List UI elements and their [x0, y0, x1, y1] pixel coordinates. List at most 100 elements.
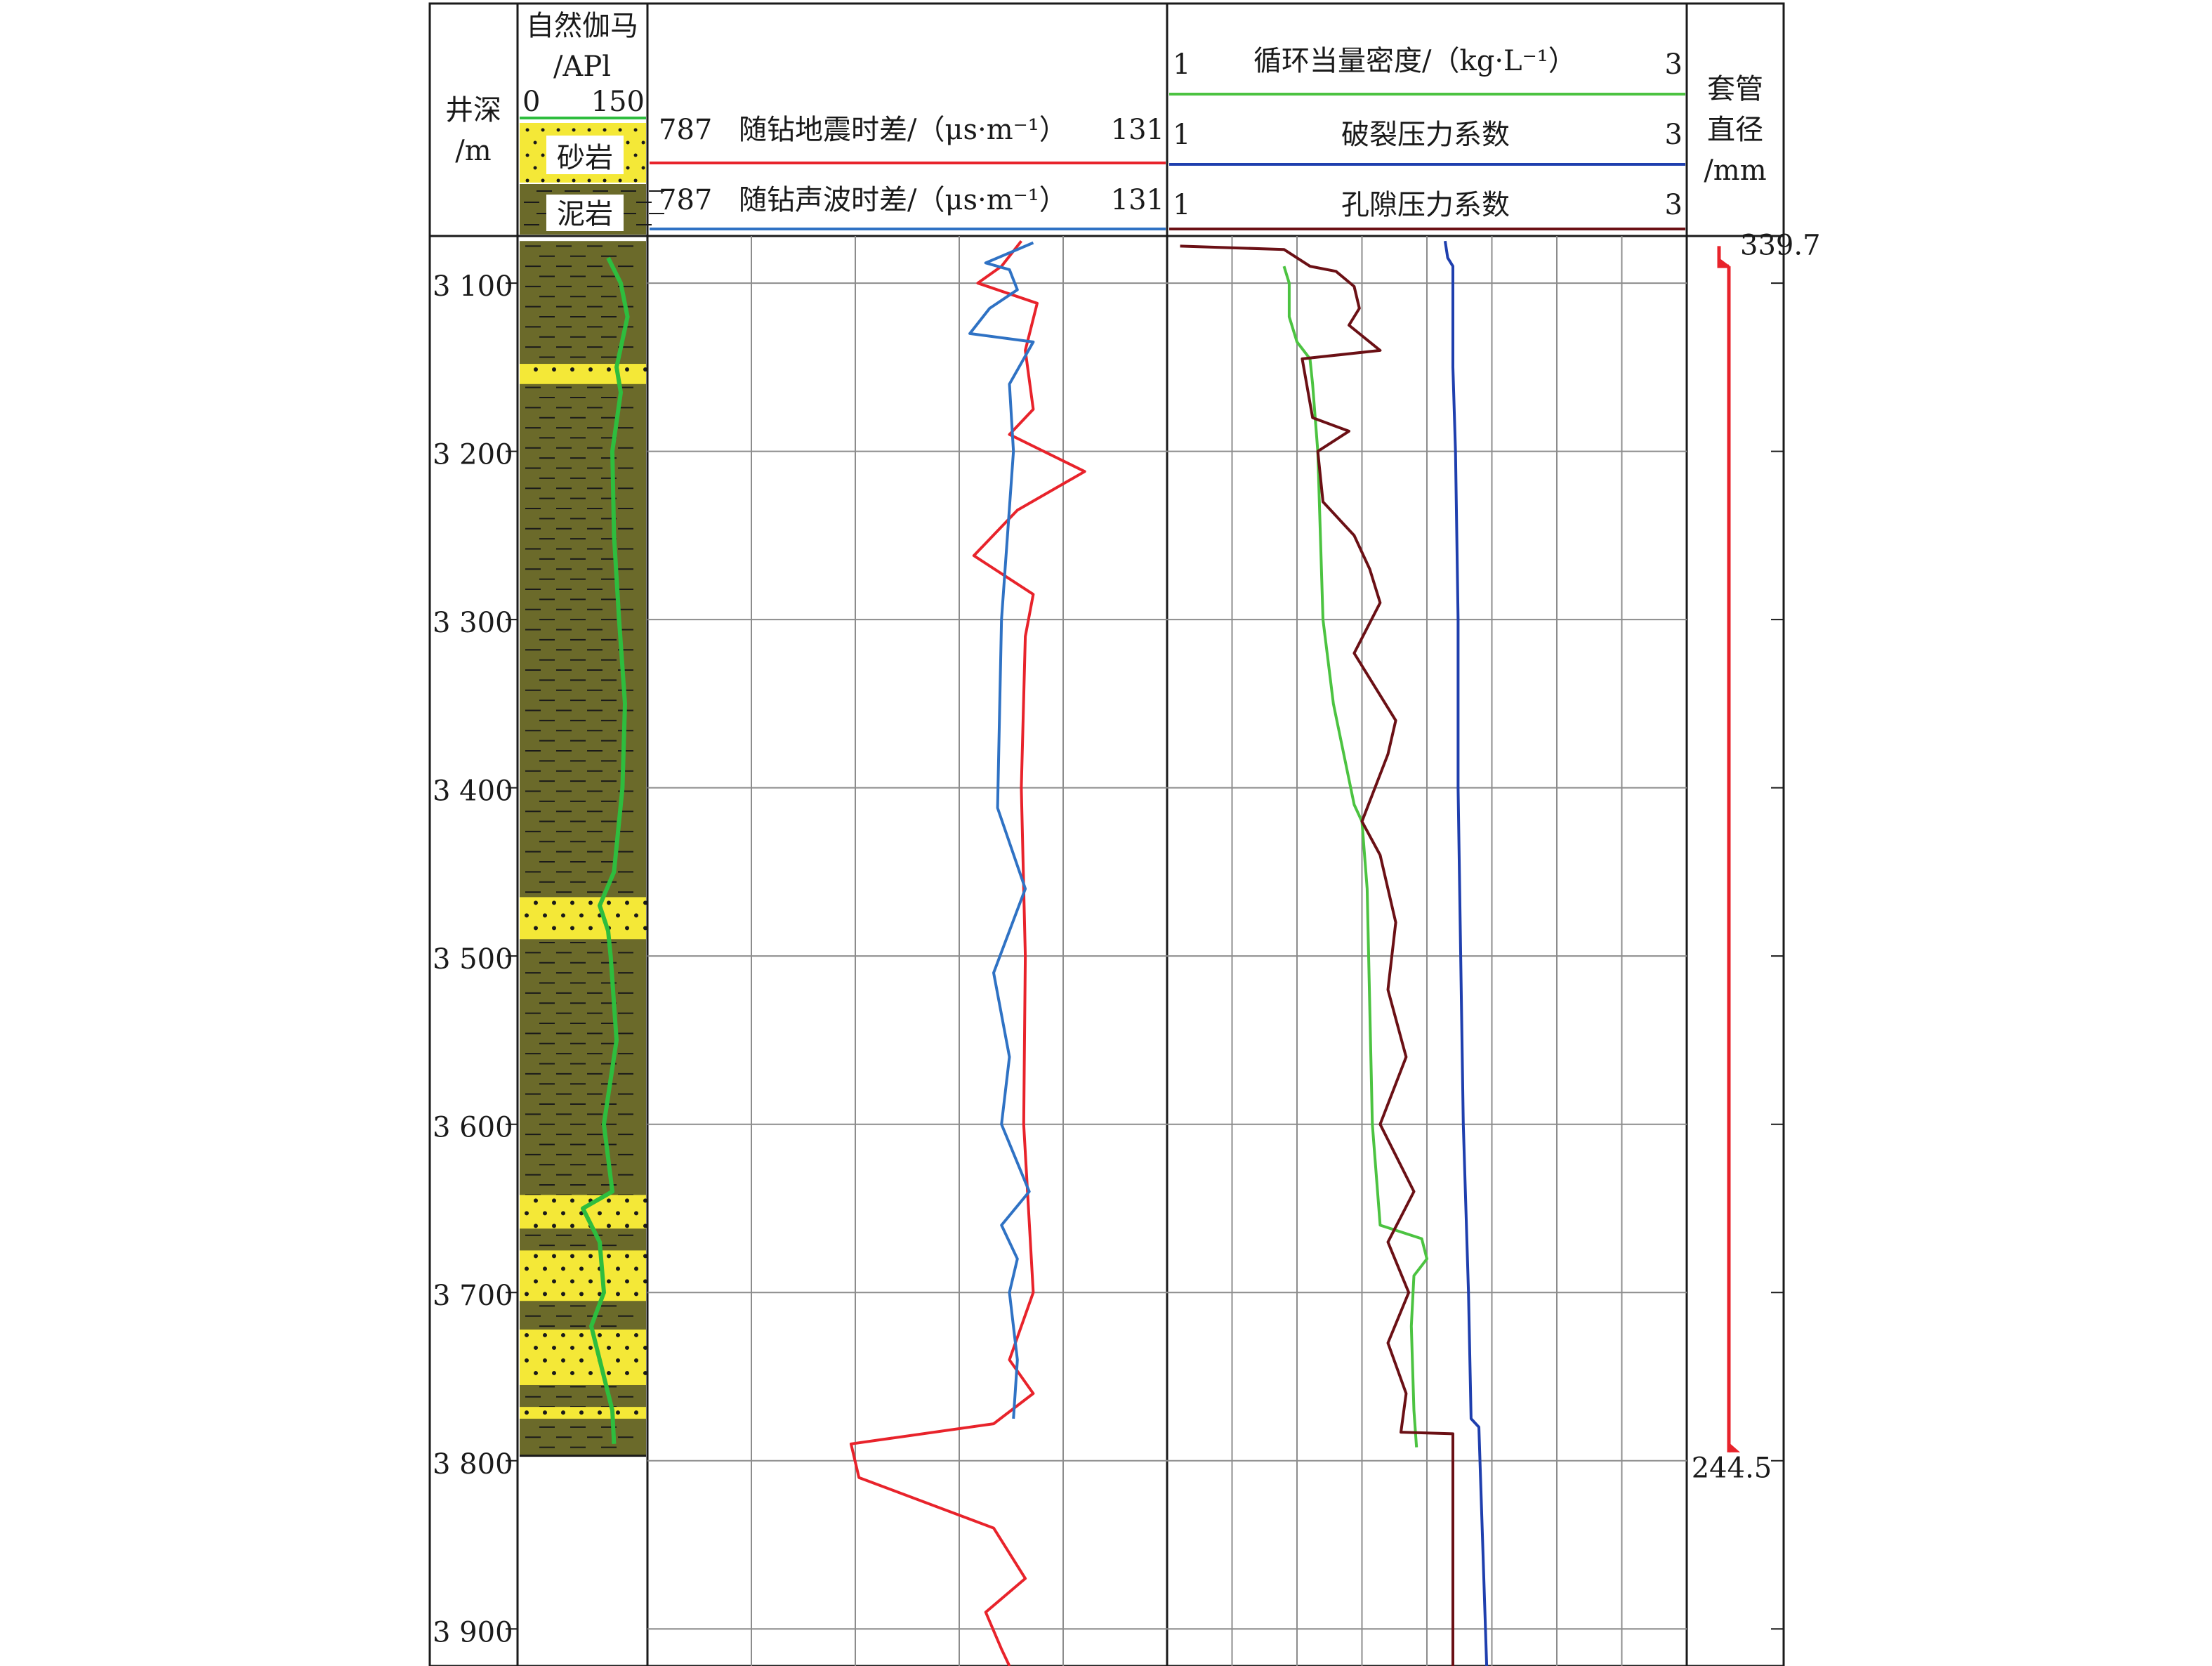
- sand-dot: [625, 926, 629, 931]
- sand-dot: [641, 140, 645, 145]
- sand-dot: [552, 900, 556, 905]
- sand-dot: [616, 1211, 620, 1216]
- sand-dot: [534, 1198, 538, 1203]
- sand-dot: [543, 1410, 547, 1415]
- sand-dot: [616, 1292, 620, 1297]
- sand-dot: [579, 913, 584, 918]
- casing-label-bottom: 244.5: [1692, 1452, 1772, 1485]
- sand-dot: [579, 1410, 584, 1415]
- sand-dot: [543, 1266, 547, 1271]
- sand-dot: [570, 900, 574, 905]
- sand-dot: [570, 1254, 574, 1259]
- frac-curve: [1443, 240, 1489, 1666]
- sand-dot: [552, 1279, 556, 1284]
- mud-legend-label: 泥岩: [557, 198, 613, 230]
- sand-dot: [607, 367, 611, 372]
- sand-dot: [643, 926, 647, 931]
- sand-dot: [543, 1211, 547, 1216]
- sand-dot: [625, 1254, 629, 1259]
- sand-legend-label-bg: [546, 136, 624, 174]
- casing-header-line3: /mm: [1704, 155, 1766, 187]
- sand-dot: [541, 153, 545, 157]
- sand-dot: [634, 1358, 638, 1363]
- ecd-label: 循环当量密度/（kg·L⁻¹）: [1253, 45, 1576, 77]
- seismic-label: 随钻地震时差/（μs·m⁻¹）: [739, 114, 1067, 146]
- lithology-column: [520, 241, 647, 1457]
- sand-dot: [625, 367, 629, 372]
- sand-dot: [643, 1198, 647, 1203]
- sand-dot: [543, 913, 547, 918]
- header: 井深 /m 自然伽马 /APl 0 150 砂岩 泥岩 787 随钻地震时差/（…: [445, 10, 1767, 235]
- sand-dot: [534, 1345, 538, 1350]
- sand-dot: [634, 1410, 638, 1415]
- sand-dot: [616, 1266, 620, 1271]
- gamma-header-line2: /APl: [553, 51, 611, 83]
- sand-dot: [561, 913, 565, 918]
- sand-dot: [570, 367, 574, 372]
- sand-dot: [533, 166, 537, 170]
- sand-dot: [572, 178, 576, 183]
- sand-dot: [543, 1292, 547, 1297]
- sand-dot: [641, 166, 645, 170]
- sand-dot: [570, 1345, 574, 1350]
- ecd-curve: [1282, 265, 1428, 1448]
- depth-tick-label: 3 600: [433, 1112, 513, 1144]
- depth-tick-label: 3 300: [433, 607, 513, 639]
- sand-dot: [643, 900, 647, 905]
- sand-dot: [618, 178, 622, 183]
- sand-dot: [616, 1358, 620, 1363]
- sand-dot: [552, 1370, 556, 1375]
- sand-dot: [598, 1332, 602, 1337]
- sand-dot: [626, 140, 630, 145]
- gamma-curve: [581, 256, 630, 1444]
- sand-dot: [607, 1254, 611, 1259]
- sand-dot: [525, 1292, 529, 1297]
- gamma-scale-min: 0: [522, 86, 540, 118]
- seismic-scale-max: 131: [1111, 114, 1164, 146]
- sand-dot: [634, 913, 638, 918]
- sand-dot: [625, 1279, 629, 1284]
- sand-dot: [616, 1410, 620, 1415]
- sand-dot: [552, 1254, 556, 1259]
- depth-tick-label: 3 100: [433, 270, 513, 303]
- sand-dot: [579, 1266, 584, 1271]
- sand-dot: [525, 1410, 529, 1415]
- sand-dot: [525, 1358, 529, 1363]
- sand-dot: [634, 1266, 638, 1271]
- sand-dot: [588, 367, 593, 372]
- sand-dot: [534, 1370, 538, 1375]
- sand-dot: [643, 1224, 647, 1228]
- sand-dot: [570, 926, 574, 931]
- pore-scale-max: 3: [1665, 189, 1683, 221]
- sand-dot: [579, 1332, 584, 1337]
- sand-dot: [598, 1211, 602, 1216]
- sand-dot: [556, 128, 560, 132]
- sand-dot: [588, 1279, 593, 1284]
- sand-dot: [534, 926, 538, 931]
- sand-dot: [603, 178, 607, 183]
- depth-tick-label: 3 900: [433, 1616, 513, 1648]
- sand-dot: [541, 128, 545, 132]
- casing-shoe-244: [1729, 1442, 1740, 1452]
- depth-header-line2: /m: [455, 135, 491, 167]
- sand-dot: [579, 1358, 584, 1363]
- sand-dot: [588, 900, 593, 905]
- sand-dot: [616, 913, 620, 918]
- sand-dot: [588, 926, 593, 931]
- sand-dot: [541, 178, 545, 183]
- frame: [428, 2, 1785, 1666]
- sand-dot: [525, 1211, 529, 1216]
- sand-dot: [643, 1370, 647, 1375]
- sand-dot: [525, 153, 529, 157]
- sand-legend-label: 砂岩: [557, 142, 613, 174]
- gamma-header-line1: 自然伽马: [526, 10, 638, 42]
- sand-dot: [633, 153, 638, 157]
- sand-dot: [552, 1224, 556, 1228]
- sand-dot: [607, 1345, 611, 1350]
- pore-label: 孔隙压力系数: [1341, 189, 1510, 221]
- sand-dot: [525, 1266, 529, 1271]
- sand-dot: [525, 128, 529, 132]
- sand-dot: [598, 1410, 602, 1415]
- sand-dot: [556, 178, 560, 183]
